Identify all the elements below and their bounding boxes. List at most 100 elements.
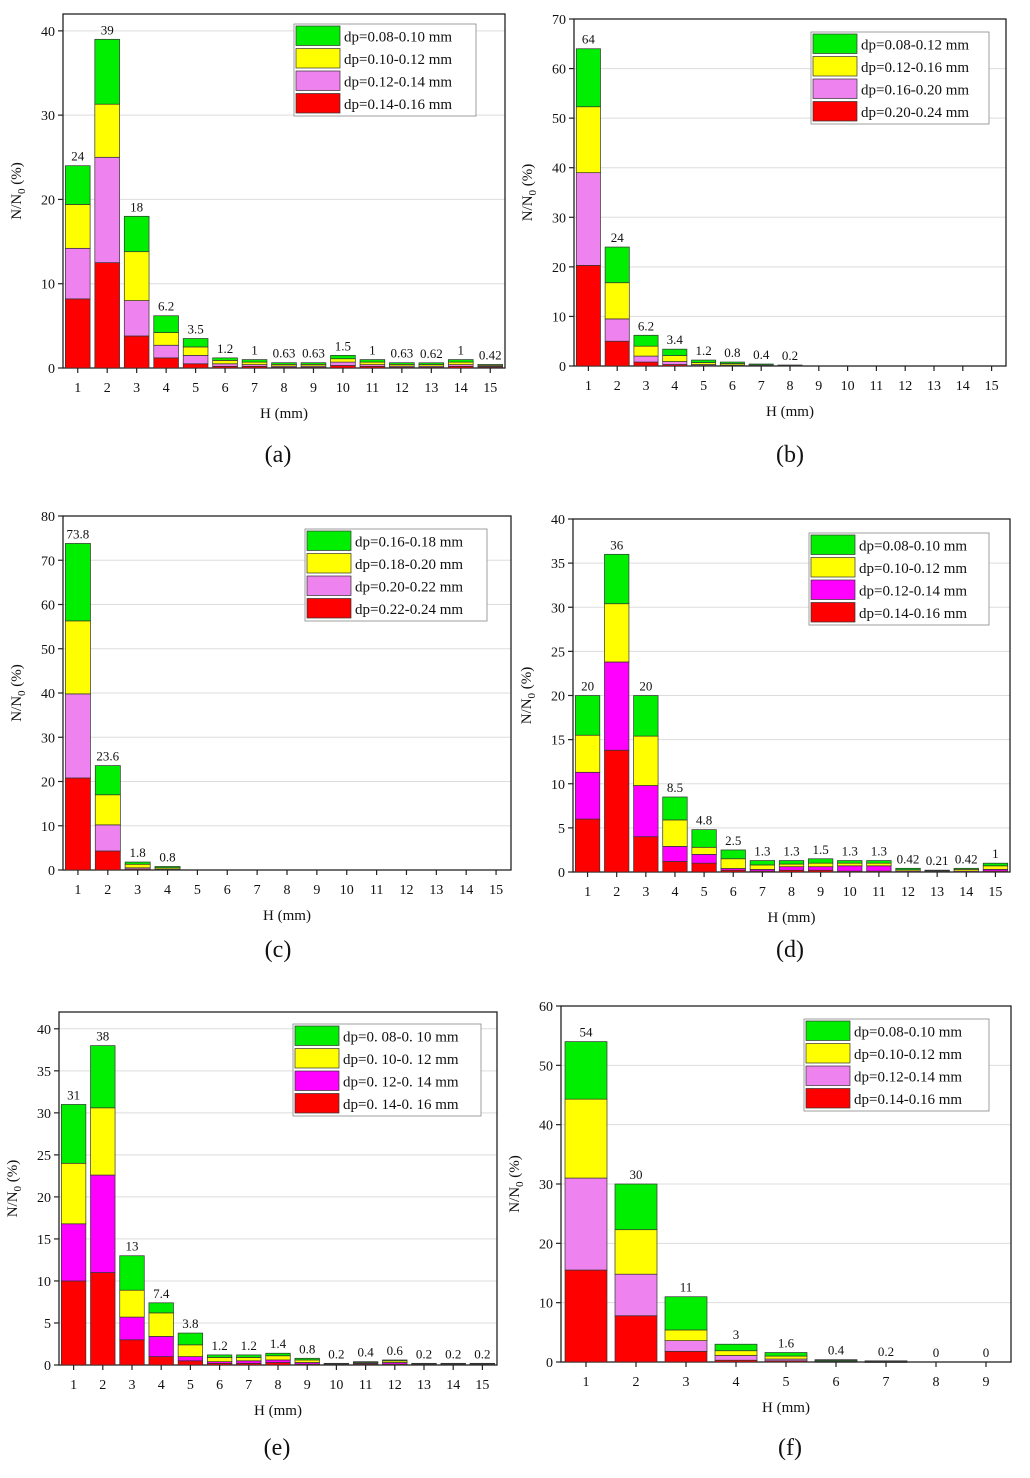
bar-segment [664, 1350, 708, 1363]
x-tick-label: 7 [759, 885, 766, 900]
bar-total-label: 1.2 [217, 341, 233, 356]
bar-segment [94, 103, 120, 158]
y-axis-label-subscript: 0 [16, 690, 28, 696]
x-tick-label: 3 [683, 1375, 690, 1390]
bar-segment [182, 363, 209, 369]
bar-segment [575, 106, 601, 174]
x-tick-label: 9 [304, 1378, 311, 1393]
y-tick-label: 0 [558, 866, 565, 881]
chart-panel-6: 0 10 20 30 40 50 60 54 1 30 2 11 3 3 4 1.6 5 0.4 6 0.2 7 0 8 0 9… [507, 1000, 1012, 1461]
bar-segment [837, 860, 863, 864]
bar-segment [90, 1174, 116, 1273]
bar-segment [94, 850, 121, 871]
bar-segment [148, 1312, 174, 1337]
y-tick-label: 70 [41, 554, 55, 569]
x-tick-label: 9 [310, 381, 317, 396]
x-tick-label: 8 [787, 379, 794, 394]
y-axis-label-subscript: 0 [16, 188, 28, 194]
legend-swatch [295, 70, 341, 91]
y-axis-label-unit: (%) [519, 667, 535, 693]
bar-segment [633, 334, 659, 347]
x-tick-label: 10 [329, 1378, 343, 1393]
bar-segment [212, 363, 238, 367]
x-tick-label: 2 [104, 381, 111, 396]
y-tick-label: 70 [552, 13, 566, 28]
bar-segment [633, 355, 659, 363]
legend-label: dp=0.10-0.12 mm [854, 1047, 962, 1063]
bar-total-label: 0.4 [828, 1343, 845, 1358]
x-tick-label: 14 [454, 381, 468, 396]
bar-segment [837, 865, 863, 872]
bar-segment [808, 866, 834, 871]
x-axis-label: H (mm) [762, 1400, 810, 1416]
bar-total-label: 18 [130, 199, 143, 214]
bar-segment [604, 749, 630, 873]
x-tick-label: 4 [164, 883, 171, 898]
legend-label: dp=0.16-0.20 mm [861, 83, 969, 99]
bar-total-label: 8.5 [667, 780, 683, 795]
y-tick-label: 40 [552, 162, 566, 177]
bar-segment [564, 1177, 608, 1271]
bar-segment [895, 867, 921, 871]
bar-segment [604, 661, 630, 751]
bar-total-label: 24 [611, 230, 625, 245]
y-axis-label: N/N0 (%) [5, 1160, 24, 1218]
bar-total-label: 0.8 [159, 849, 175, 864]
bar-total-label: 24 [71, 149, 85, 164]
bar-segment [123, 251, 150, 301]
bar-segment [778, 863, 805, 868]
bar-segment [65, 165, 91, 205]
bar-segment [177, 1360, 204, 1366]
bar-segment [604, 246, 630, 284]
legend-label: dp=0.08-0.12 mm [861, 38, 969, 54]
y-tick-label: 10 [37, 1275, 51, 1290]
legend-swatch [810, 602, 856, 623]
legend-label: dp=0.12-0.16 mm [861, 60, 969, 76]
bar-segment [604, 318, 630, 342]
bar-total-label: 0.2 [474, 1346, 490, 1361]
bar-segment [440, 1362, 466, 1365]
y-tick-label: 20 [41, 193, 55, 208]
x-tick-label: 2 [614, 379, 621, 394]
y-axis-label-subscript: 0 [527, 189, 539, 195]
legend-label: dp=0. 10-0. 12 mm [343, 1052, 459, 1068]
x-tick-label: 3 [134, 883, 141, 898]
y-axis-label: N/N0 (%) [9, 162, 28, 220]
bar-segment [924, 869, 950, 872]
bar-segment [614, 1273, 658, 1317]
bar-segment [778, 860, 805, 865]
x-axis-label: H (mm) [263, 908, 311, 924]
bar-total-label: 0 [933, 1345, 940, 1360]
legend-label: dp=0.12-0.14 mm [859, 584, 967, 600]
x-tick-label: 5 [194, 883, 201, 898]
bar-total-label: 1.3 [842, 844, 858, 859]
bar-total-label: 0.21 [926, 853, 949, 868]
y-tick-label: 30 [551, 601, 565, 616]
legend-label: dp=0.16-0.18 mm [355, 535, 463, 551]
bar-segment [633, 735, 659, 786]
legend-swatch [805, 1020, 851, 1041]
x-tick-label: 6 [730, 885, 737, 900]
x-tick-label: 11 [872, 885, 885, 900]
x-tick-label: 9 [815, 379, 822, 394]
chart-panel-4: 05101520253035402013622038.544.852.561.3… [519, 513, 1011, 963]
x-tick-label: 2 [613, 885, 620, 900]
bar-total-label: 1.3 [754, 844, 770, 859]
panel-caption: (f) [778, 1435, 802, 1461]
x-tick-label: 2 [633, 1375, 640, 1390]
x-tick-label: 1 [584, 885, 591, 900]
y-axis-label-unit: (%) [9, 664, 25, 690]
bar-segment [691, 829, 717, 848]
legend-label: dp=0.12-0.14 mm [854, 1070, 962, 1086]
legend-swatch [810, 557, 856, 578]
bar-total-label: 7.4 [153, 1286, 170, 1301]
bar-segment [119, 1339, 145, 1366]
bar-total-label: 0.42 [955, 851, 978, 866]
bar-segment [574, 771, 601, 820]
bar-total-label: 20 [581, 679, 594, 694]
x-tick-label: 11 [366, 381, 379, 396]
bar-total-label: 1 [369, 343, 376, 358]
y-axis-label: N/N0 (%) [520, 164, 539, 222]
y-tick-label: 80 [41, 510, 55, 525]
